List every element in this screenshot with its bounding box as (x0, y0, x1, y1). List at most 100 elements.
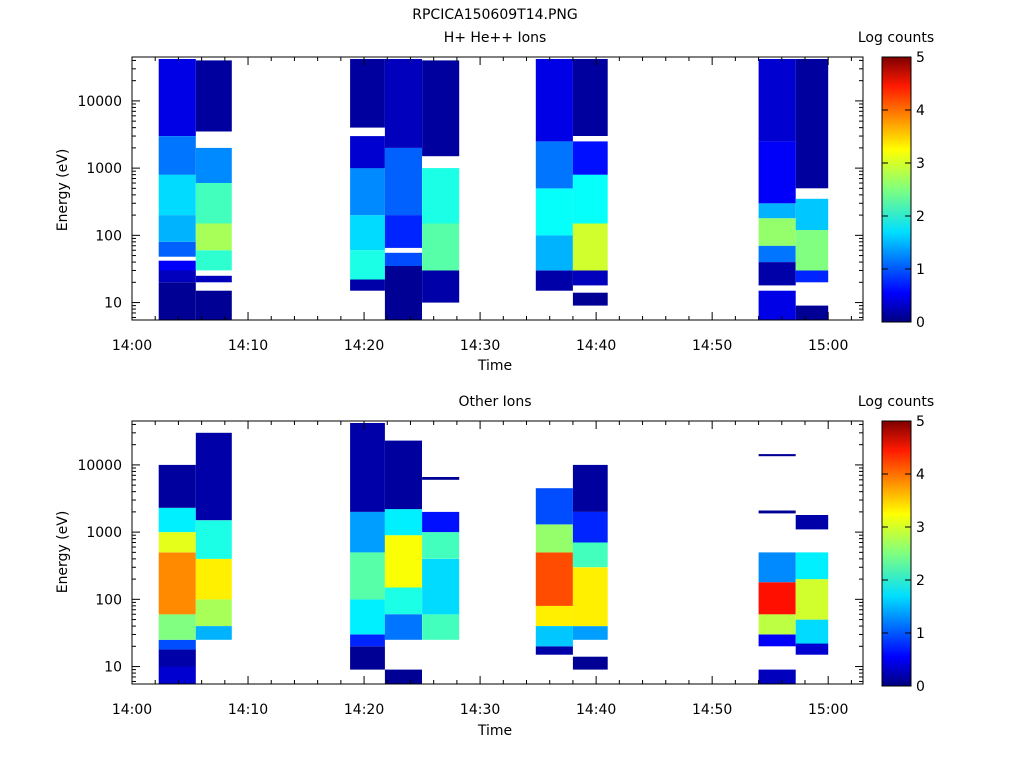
heatmap-cell (195, 147, 232, 183)
heatmap-cell (758, 218, 796, 246)
x-tick-label: 14:20 (344, 702, 384, 718)
x-tick-label: 14:00 (112, 338, 152, 354)
heatmap-cell (758, 245, 796, 262)
y-ticks: 10 100 1000 10000 (77, 423, 863, 682)
heatmap-cell (535, 646, 573, 655)
heatmap-cell (350, 215, 385, 251)
heatmap-cell (758, 141, 796, 204)
x-axis-label: Time (477, 358, 512, 374)
heatmap-cell (758, 582, 796, 615)
heatmap-cell (535, 141, 573, 189)
heatmap-cell (384, 614, 422, 640)
heatmap-cell (795, 230, 829, 271)
heatmap-cell (422, 477, 460, 480)
heatmap-cell (195, 599, 232, 626)
x-tick-label: 14:20 (344, 338, 384, 354)
x-tick-label: 14:30 (460, 338, 500, 354)
heatmap-cell (535, 59, 573, 142)
heatmap-cell (384, 215, 422, 248)
heatmap-cell (384, 509, 422, 536)
heatmap-cell (158, 614, 196, 640)
heatmap-cell (195, 290, 232, 320)
heatmap-cell (350, 250, 385, 280)
x-tick-label: 14:10 (228, 702, 268, 718)
heatmap-cell (758, 669, 796, 684)
x-tick-label: 14:10 (228, 338, 268, 354)
heatmap-cell (195, 432, 232, 521)
heatmap-cell (195, 60, 232, 132)
panel-title: Other Ions (458, 394, 531, 410)
heatmap-cell (535, 524, 573, 553)
heatmap-cell (158, 639, 196, 650)
heatmap-cell (758, 510, 796, 514)
heatmap-cell (572, 567, 608, 627)
x-tick-label: 15:00 (808, 702, 848, 718)
heatmap-cell (195, 520, 232, 559)
figure-title: RPCICA150609T14.PNG (412, 7, 577, 23)
heatmap-cell (384, 59, 422, 148)
y-tick-label: 10 (104, 296, 122, 312)
x-ticks: 14:00 14:10 14:20 14:30 14:40 14:50 15:00 (112, 57, 852, 354)
heatmap-cell (572, 270, 608, 286)
plot-frame (131, 420, 864, 685)
y-tick-label: 1000 (86, 161, 122, 177)
heatmap-cell (195, 275, 232, 283)
x-tick-label: 14:00 (112, 702, 152, 718)
y-tick-label: 10000 (77, 458, 122, 474)
colorbar (881, 56, 912, 323)
heatmap-cell (158, 215, 196, 242)
colorbar (881, 420, 912, 687)
x-tick-label: 14:50 (692, 338, 732, 354)
heatmap-cell (384, 669, 422, 684)
heatmap-cell (572, 174, 608, 224)
x-tick-label: 14:40 (576, 702, 616, 718)
heatmap-cell (795, 643, 829, 655)
y-tick-label: 100 (95, 228, 122, 244)
heatmap-cell (158, 282, 196, 320)
heatmap-cell (350, 634, 385, 647)
y-tick-label: 1000 (86, 525, 122, 541)
heatmap-cell (572, 59, 608, 136)
plot-frame (131, 56, 864, 321)
colorbar-ticks: 0 1 2 3 4 5 (882, 414, 925, 695)
heatmap-cell (572, 141, 608, 175)
heatmap-cell (195, 223, 232, 251)
heatmap-cell (535, 488, 573, 525)
heatmap-cell (384, 252, 422, 266)
colorbar-tick-label: 2 (916, 209, 925, 225)
x-tick-label: 14:30 (460, 702, 500, 718)
colorbar-tick-label: 0 (916, 315, 925, 331)
x-ticks: 14:00 14:10 14:20 14:30 14:40 14:50 15:00 (112, 421, 852, 718)
heatmap-cell (350, 646, 385, 670)
heatmap-cell (195, 626, 232, 640)
heatmap-cell (350, 552, 385, 600)
heatmap-cell (758, 552, 796, 583)
panel-other-ions: Other Ions 14:00 14:10 14:20 14:30 14:40 14:5… (55, 394, 934, 739)
colorbar-tick-label: 5 (916, 414, 925, 430)
heatmap-cell (572, 223, 608, 271)
heatmap-cell (195, 183, 232, 224)
heatmap-cell (384, 587, 422, 615)
heatmap-cell (158, 59, 196, 136)
heatmap-cell (158, 532, 196, 553)
heatmap-cell (572, 542, 608, 568)
y-axis-label: Energy (eV) (55, 149, 71, 232)
heatmap-cell (795, 619, 829, 644)
heatmap-cells (158, 59, 829, 320)
heatmap-cell (384, 266, 422, 320)
heatmap-cell (158, 666, 196, 684)
heatmap-cell (384, 147, 422, 216)
y-tick-label: 10 (104, 660, 122, 676)
y-tick-label: 10000 (77, 94, 122, 110)
x-tick-label: 14:50 (692, 702, 732, 718)
heatmap-cell (535, 188, 573, 236)
heatmap-cell (158, 241, 196, 257)
heatmap-cell (572, 464, 608, 512)
heatmap-cell (158, 649, 196, 667)
colorbar-tick-label: 3 (916, 156, 925, 172)
y-axis-label: Energy (eV) (55, 511, 71, 594)
heatmap-cell (422, 223, 460, 271)
heatmap-cell (572, 656, 608, 670)
colorbar-tick-label: 5 (916, 50, 925, 66)
heatmap-cell (535, 270, 573, 291)
